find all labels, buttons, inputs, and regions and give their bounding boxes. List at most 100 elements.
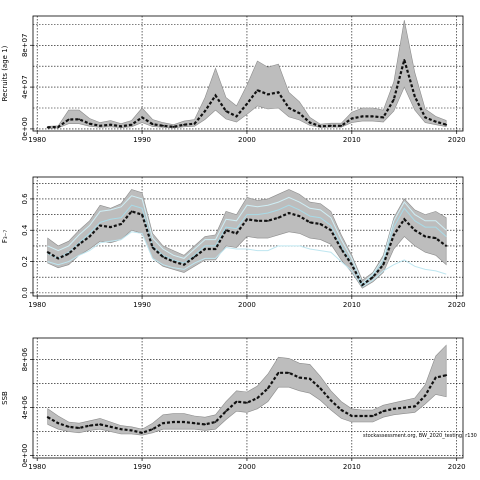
estimate-point-2004: [288, 212, 290, 214]
estimate-point-1999: [235, 232, 238, 235]
estimate-point-2001: [256, 89, 259, 92]
ytick-label-1: 4e+07: [21, 75, 29, 99]
estimate-point-2017: [424, 235, 427, 238]
estimate-point-2000: [246, 401, 248, 404]
estimate-point-2004: [288, 371, 290, 374]
y-axis-label: F₃₋₇: [1, 230, 9, 244]
ytick-label-1: 4e+06: [21, 395, 29, 419]
y-axis-label: Recruits (age 1): [1, 45, 9, 101]
xtick-label-2020: 2020: [448, 301, 466, 309]
estimate-point-1985: [88, 122, 91, 125]
estimate-point-2002: [267, 387, 269, 390]
estimate-point-1988: [120, 223, 122, 225]
estimate-point-1989: [130, 123, 133, 126]
estimate-point-1990: [141, 116, 143, 119]
estimate-point-1981: [46, 126, 49, 129]
estimate-point-1999: [235, 115, 238, 118]
estimate-point-1986: [99, 124, 102, 127]
estimate-point-2009: [340, 409, 343, 411]
estimate-point-2009: [340, 248, 343, 250]
xtick-label-1980: 1980: [28, 463, 46, 471]
estimate-point-1996: [204, 110, 206, 113]
estimate-point-2005: [298, 112, 301, 115]
estimate-point-2000: [246, 218, 248, 221]
estimate-point-2007: [319, 223, 322, 225]
estimate-point-2011: [361, 115, 364, 118]
plot-frame: [32, 176, 464, 297]
estimate-point-1994: [183, 123, 185, 126]
ytick-label-0: 0.0: [21, 287, 29, 298]
xtick-label-1990: 1990: [133, 136, 151, 144]
estimate-point-1984: [78, 427, 81, 429]
estimate-point-1984: [78, 243, 81, 246]
estimate-point-2017: [424, 116, 427, 119]
estimate-point-2001: [256, 397, 259, 399]
estimate-point-2015: [403, 406, 406, 409]
estimate-point-1989: [130, 210, 133, 213]
estimate-point-1990: [141, 213, 143, 216]
ytick-label-0: 0e+00: [21, 117, 29, 141]
y-axis-label: SSB: [1, 391, 9, 405]
estimate-point-2012: [371, 415, 374, 417]
estimate-point-1988: [120, 428, 122, 431]
ytick-label-3: 0.6: [21, 193, 29, 205]
xtick-label-2010: 2010: [343, 301, 361, 309]
estimate-point-1993: [172, 125, 175, 128]
estimate-point-1983: [67, 252, 70, 255]
estimate-point-1993: [172, 260, 175, 263]
ytick-label-0: 0e+00: [21, 444, 29, 468]
estimate-point-1994: [183, 421, 185, 423]
estimate-point-2006: [308, 221, 311, 224]
xtick-label-2020: 2020: [448, 136, 466, 144]
estimate-point-2002: [267, 93, 269, 96]
estimate-point-2014: [392, 407, 395, 410]
xtick-label-2000: 2000: [238, 136, 256, 144]
estimate-point-1982: [57, 257, 60, 260]
estimate-point-1995: [193, 255, 196, 258]
estimate-point-2012: [371, 276, 374, 279]
estimate-point-1992: [162, 422, 164, 425]
estimate-point-2016: [413, 95, 416, 98]
estimate-point-1987: [109, 226, 112, 229]
estimate-point-2015: [403, 218, 406, 221]
estimate-point-2012: [371, 115, 374, 118]
estimate-point-1990: [141, 431, 143, 434]
estimate-point-2008: [329, 229, 332, 232]
estimate-point-1986: [99, 423, 102, 426]
estimate-point-2015: [403, 59, 406, 61]
estimate-point-2001: [256, 219, 259, 222]
estimate-point-1985: [88, 424, 91, 427]
fishing-mortality-panel: 1980 1990 2000 2010 2020 0.0 0.2 0.4 0.6 F₃₋₇: [1, 176, 466, 309]
confidence-band: [47, 20, 447, 129]
estimate-point-2008: [329, 124, 332, 127]
credit-text: stockassessment.org, BW_2020_testing, r1…: [363, 433, 477, 439]
xtick-label-2010: 2010: [343, 136, 361, 144]
estimate-point-2006: [308, 121, 311, 124]
plot-frame: [32, 337, 464, 459]
estimate-point-2017: [424, 394, 427, 397]
estimate-point-1996: [204, 248, 206, 250]
estimate-point-1995: [193, 422, 196, 425]
estimate-point-2018: [434, 120, 437, 123]
estimate-point-1988: [120, 125, 122, 128]
estimate-point-1997: [214, 421, 217, 423]
estimate-point-1997: [214, 94, 217, 97]
estimate-point-1991: [151, 246, 154, 249]
estimate-point-2004: [288, 107, 290, 109]
estimate-point-1982: [57, 126, 60, 128]
estimate-point-1987: [109, 123, 112, 126]
estimate-point-1981: [46, 416, 49, 419]
estimate-point-2007: [319, 387, 322, 390]
estimate-point-1985: [88, 235, 91, 238]
estimate-point-2013: [382, 410, 385, 413]
estimate-point-2019: [445, 123, 448, 126]
estimate-point-1996: [204, 423, 206, 426]
ytick-label-1: 0.2: [21, 256, 29, 267]
ssb-panel: 1980 1990 2000 2010 2020 0e+00 4e+06 8e+06 SSB: [1, 337, 466, 471]
estimate-point-1992: [162, 124, 164, 127]
estimate-point-1998: [225, 229, 227, 232]
xtick-label-1990: 1990: [133, 463, 151, 471]
estimate-point-2011: [361, 284, 364, 286]
estimate-point-1997: [214, 248, 217, 250]
